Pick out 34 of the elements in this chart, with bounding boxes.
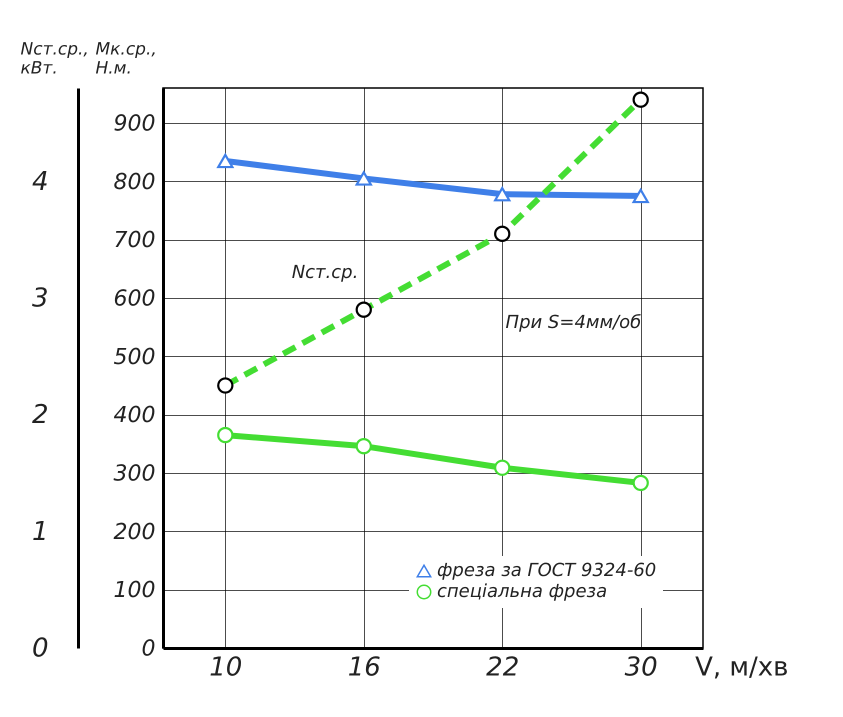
y-tick-label: 400 bbox=[114, 403, 156, 428]
y2-axis-title: Nст.ср., кВт. bbox=[20, 40, 89, 78]
x-axis-title: V, м/хв bbox=[695, 652, 788, 682]
y-tick-label: 700 bbox=[114, 228, 156, 254]
x-tick-label: 30 bbox=[624, 652, 658, 682]
annotation: При S=4мм/об bbox=[506, 312, 642, 334]
point bbox=[217, 426, 234, 444]
y-tick-label: 500 bbox=[114, 344, 156, 370]
y2-tick-label: 0 bbox=[32, 634, 48, 664]
y-tick-label: 300 bbox=[114, 462, 156, 486]
point bbox=[632, 188, 649, 204]
y-tick-label: 900 bbox=[114, 112, 156, 136]
x-tick-label: 10 bbox=[209, 652, 242, 682]
point bbox=[494, 460, 510, 476]
y-tick-label: 200 bbox=[114, 520, 156, 545]
y-tick-label: 0 bbox=[142, 636, 156, 662]
point bbox=[632, 474, 649, 492]
y2-tick-label: 4 bbox=[32, 166, 48, 197]
y-tick-label: 100 bbox=[114, 578, 156, 604]
point bbox=[356, 438, 372, 454]
legend-label: фреза за ГОСТ 9324-60 bbox=[437, 560, 656, 581]
x-tick-label: 22 bbox=[486, 652, 520, 682]
annotation: Nст.ср. bbox=[292, 262, 358, 283]
y-tick-label: 800 bbox=[114, 170, 156, 195]
y2-tick-label: 3 bbox=[32, 284, 48, 314]
y-tick-label: 600 bbox=[114, 286, 156, 312]
y-axis-title: Мк.ср., Н.м. bbox=[96, 40, 157, 78]
legend-label: спеціальна фреза bbox=[437, 581, 608, 602]
x-tick-label: 16 bbox=[348, 652, 381, 682]
y2-tick-label: 2 bbox=[32, 400, 48, 430]
y2-tick-label: 1 bbox=[32, 516, 48, 547]
point bbox=[217, 154, 234, 168]
point bbox=[356, 171, 372, 186]
point bbox=[494, 186, 510, 202]
